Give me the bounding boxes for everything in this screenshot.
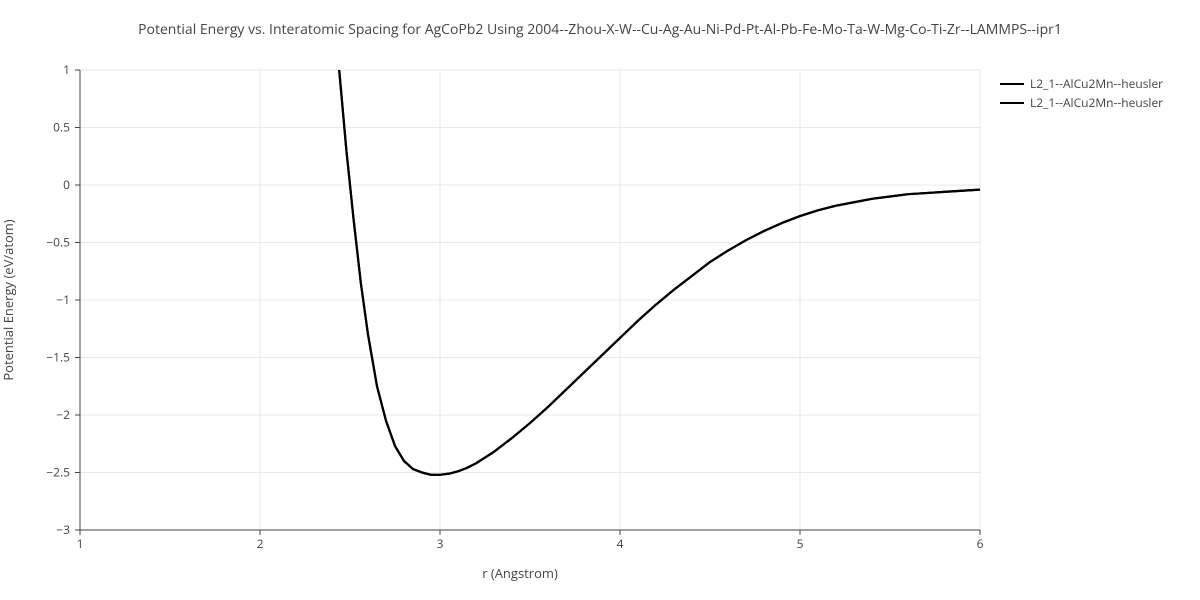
x-axis-label: r (Angstrom) <box>0 564 960 582</box>
svg-text:3: 3 <box>437 535 444 552</box>
svg-text:−0.5: −0.5 <box>46 234 70 251</box>
legend-swatch <box>1000 83 1024 85</box>
svg-text:0: 0 <box>63 176 70 193</box>
svg-text:−2.5: −2.5 <box>46 464 70 481</box>
legend-label: L2_1--AlCu2Mn--heusler <box>1030 75 1163 92</box>
y-axis-label: Potential Energy (eV/atom) <box>0 219 17 380</box>
svg-text:1: 1 <box>63 61 70 78</box>
legend-swatch <box>1000 102 1024 104</box>
svg-text:−3: −3 <box>56 521 70 538</box>
legend-label: L2_1--AlCu2Mn--heusler <box>1030 94 1163 111</box>
svg-text:0.5: 0.5 <box>53 119 70 136</box>
svg-text:−2: −2 <box>56 406 70 423</box>
svg-text:1: 1 <box>77 535 84 552</box>
svg-text:−1: −1 <box>56 291 70 308</box>
svg-text:−1.5: −1.5 <box>46 349 70 366</box>
svg-text:4: 4 <box>617 535 624 552</box>
legend-item[interactable]: L2_1--AlCu2Mn--heusler <box>1000 94 1163 111</box>
plot-area: 123456−3−2.5−2−1.5−1−0.500.51 <box>80 70 980 530</box>
svg-text:2: 2 <box>257 535 264 552</box>
legend: L2_1--AlCu2Mn--heusler L2_1--AlCu2Mn--heu… <box>1000 75 1163 113</box>
chart-title: Potential Energy vs. Interatomic Spacing… <box>0 20 1200 39</box>
svg-text:6: 6 <box>977 535 984 552</box>
plot-svg: 123456−3−2.5−2−1.5−1−0.500.51 <box>80 70 980 530</box>
legend-item[interactable]: L2_1--AlCu2Mn--heusler <box>1000 75 1163 92</box>
svg-text:5: 5 <box>797 535 804 552</box>
